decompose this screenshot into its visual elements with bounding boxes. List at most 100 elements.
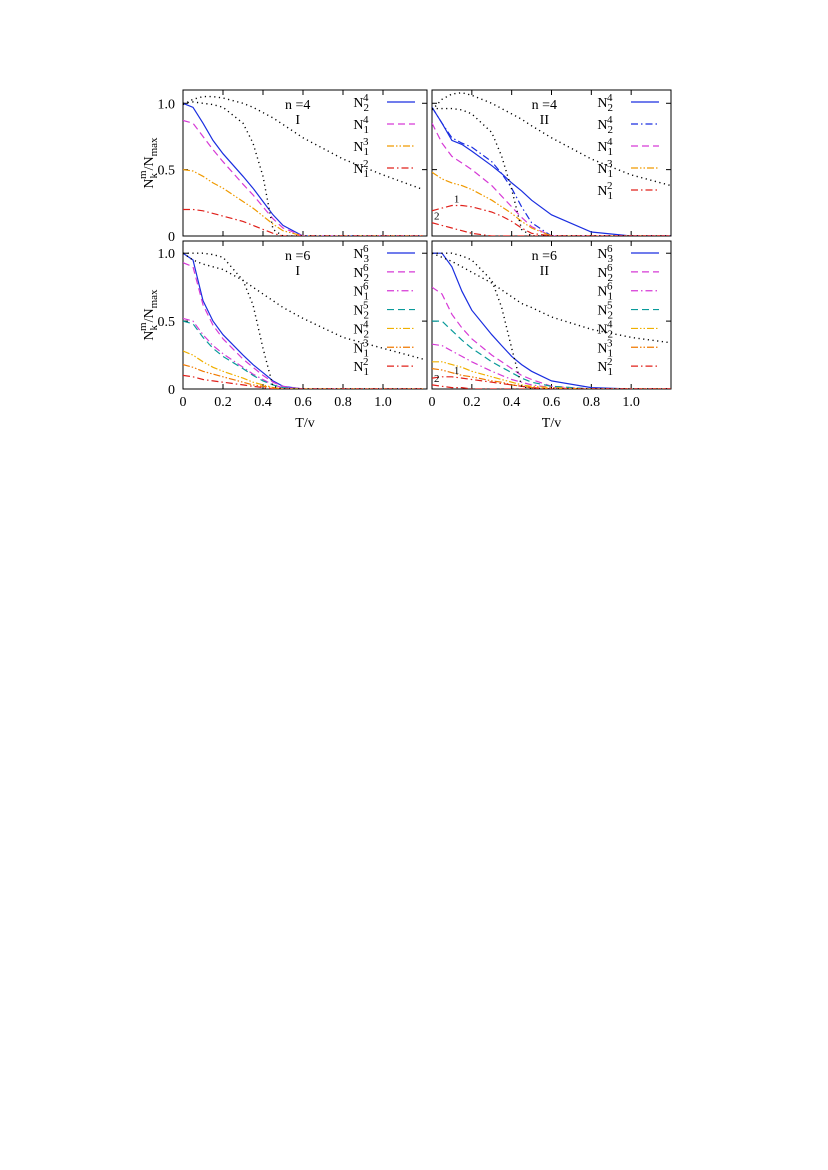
- legend-sub: 1: [364, 124, 370, 136]
- legend-sup: 4: [607, 318, 613, 330]
- legend-name: N: [353, 341, 363, 356]
- legend-sub: 1: [608, 291, 614, 303]
- legend-sub: 1: [608, 190, 614, 202]
- legend-label: N26: [353, 262, 369, 284]
- curve: [183, 350, 423, 389]
- curve: [183, 95, 424, 191]
- y-label-part: m: [137, 170, 149, 179]
- x-tick-label: 0.2: [463, 395, 481, 410]
- legend-name: N: [353, 140, 363, 155]
- legend-name: N: [597, 341, 607, 356]
- legend-sup: 3: [363, 136, 369, 148]
- curve: [183, 374, 423, 389]
- curve: [183, 101, 423, 236]
- y-label-part: N: [142, 330, 157, 340]
- legend-name: N: [353, 266, 363, 281]
- legend-name: N: [597, 140, 607, 155]
- legend-label: N16: [597, 281, 613, 303]
- legend-sup: 3: [363, 337, 369, 349]
- x-axis-label: T/v: [295, 416, 314, 431]
- x-tick-label: 1.0: [374, 395, 392, 410]
- curve: [432, 252, 671, 344]
- curve-label: 2: [434, 373, 440, 385]
- legend-label: N25: [597, 300, 613, 322]
- legend-sup: 2: [363, 158, 369, 170]
- x-tick-label: 0.6: [543, 395, 561, 410]
- legend-sub: 2: [364, 310, 370, 322]
- legend-label: N12: [597, 180, 613, 202]
- legend-label: N24: [597, 318, 613, 340]
- legend-sup: 4: [363, 318, 369, 330]
- y-label-part: m: [137, 322, 149, 331]
- legend-label: N13: [353, 337, 369, 359]
- curve: [432, 343, 671, 389]
- panel-label: n =4: [532, 98, 557, 113]
- legend-name: N: [597, 304, 607, 319]
- legend-label: N24: [597, 92, 613, 114]
- x-tick-label: 0.4: [254, 395, 272, 410]
- legend-sup: 4: [607, 92, 613, 104]
- legend-sub: 1: [608, 347, 614, 359]
- curve-label: 1: [454, 365, 460, 377]
- legend-sub: 2: [608, 310, 614, 322]
- curve: [432, 91, 671, 187]
- panel-case: II: [540, 113, 550, 128]
- legend-sup: 2: [607, 180, 613, 192]
- legend-name: N: [353, 162, 363, 177]
- legend-sup: 2: [363, 356, 369, 368]
- legend-sub: 2: [364, 272, 370, 284]
- curve: [183, 169, 423, 236]
- legend-label: N24: [597, 114, 613, 136]
- x-tick-label: 0.8: [334, 395, 352, 410]
- curve: [432, 252, 671, 389]
- legend-sub: 2: [608, 124, 614, 136]
- legend-label: N13: [597, 158, 613, 180]
- legend-sub: 3: [608, 253, 614, 265]
- legend-sup: 4: [363, 92, 369, 104]
- curve: [432, 107, 671, 236]
- legend-label: N14: [597, 136, 613, 158]
- curve: [432, 368, 671, 389]
- legend-sub: 1: [608, 168, 614, 180]
- legend-sub: 2: [364, 102, 370, 114]
- legend-name: N: [353, 360, 363, 375]
- legend-sup: 5: [607, 300, 613, 312]
- legend-sub: 1: [364, 347, 370, 359]
- curve: [432, 252, 671, 389]
- curve: [432, 376, 671, 389]
- legend-name: N: [597, 285, 607, 300]
- curve: [183, 119, 423, 236]
- x-tick-label: 0: [180, 395, 187, 410]
- legend-name: N: [597, 266, 607, 281]
- legend-sup: 4: [607, 114, 613, 126]
- legend-label: N36: [353, 243, 369, 265]
- y-tick-label: 1.0: [158, 97, 176, 112]
- curve: [432, 204, 671, 236]
- legend-name: N: [597, 247, 607, 262]
- legend-sup: 2: [607, 356, 613, 368]
- legend-sup: 4: [363, 114, 369, 126]
- legend-label: N12: [597, 356, 613, 378]
- legend-sub: 2: [608, 102, 614, 114]
- curve: [183, 364, 423, 389]
- legend-name: N: [597, 360, 607, 375]
- legend-name: N: [597, 118, 607, 133]
- legend-label: N24: [353, 318, 369, 340]
- y-tick-label: 0: [168, 230, 175, 245]
- curve: [183, 252, 423, 389]
- y-label-part: k: [148, 172, 160, 178]
- curve: [183, 317, 423, 389]
- legend-sup: 6: [607, 243, 613, 255]
- legend-sub: 1: [364, 291, 370, 303]
- x-axis-label: T/v: [542, 416, 561, 431]
- legend-name: N: [353, 304, 363, 319]
- legend-label: N14: [353, 114, 369, 136]
- y-tick-label: 0.5: [158, 315, 176, 330]
- legend-name: N: [597, 162, 607, 177]
- y-label-part: /N: [142, 308, 157, 322]
- x-tick-label: 0.6: [294, 395, 312, 410]
- legend-name: N: [597, 184, 607, 199]
- legend-sub: 1: [608, 366, 614, 378]
- y-label-part: N: [142, 178, 157, 188]
- y-tick-label: 0.5: [158, 164, 176, 179]
